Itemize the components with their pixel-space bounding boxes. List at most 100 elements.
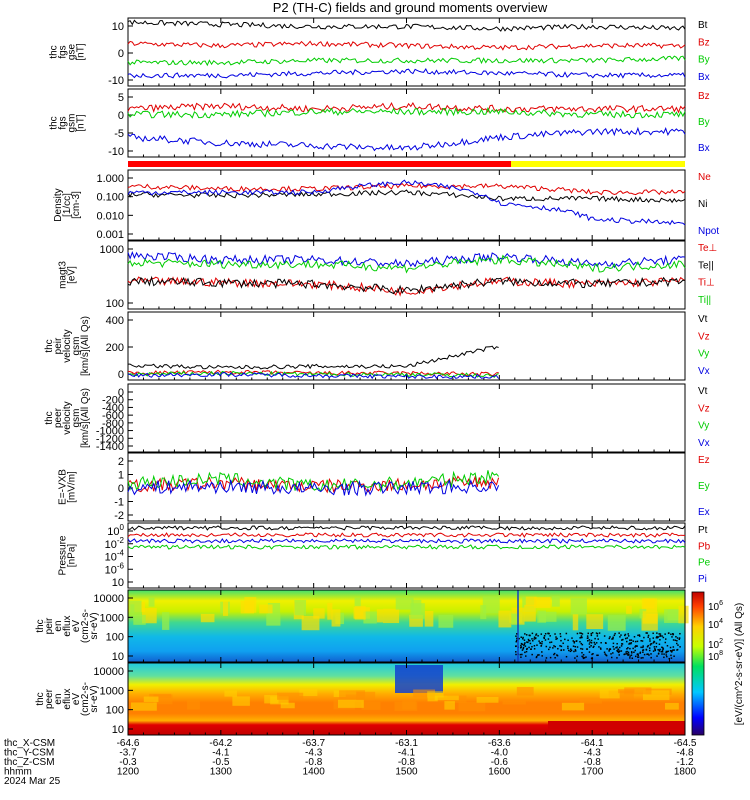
ion-spectrogram-noise: [532, 640, 534, 642]
y-tick-label: 10000: [93, 666, 124, 678]
y-tick-label: 10000: [93, 593, 124, 605]
ion-spectrogram-noise: [636, 656, 639, 658]
y-axis-label: [1/cc]: [62, 193, 73, 217]
ion-spectrogram-noise: [565, 655, 568, 658]
ion-spectrogram-noise: [580, 635, 583, 637]
ion-spectrogram-noise: [573, 650, 575, 653]
ion-spectrogram-noise: [597, 654, 599, 657]
electron-spectrogram-patch: [276, 692, 304, 700]
legend-Ex: Ex: [698, 507, 710, 518]
y-axis-label: gsm: [71, 409, 82, 428]
ion-spectrogram-noise: [567, 645, 569, 648]
ion-spectrogram-noise: [629, 655, 631, 657]
legend-Vz: Vz: [698, 403, 710, 414]
y-axis-label: [km/s](All Qs): [80, 388, 91, 448]
ion-spectrogram-noise: [657, 648, 659, 651]
ion-spectrogram-noise: [672, 639, 675, 641]
ion-spectrogram-patch: [301, 615, 320, 631]
ion-spectrogram-noise: [576, 646, 579, 648]
ion-spectrogram-patch: [240, 600, 255, 614]
ion-spectrogram-noise: [579, 632, 581, 634]
legends-group: Bt Bz By Bx Bz By Bx Ne Ni Npot Te⊥ Te|| Ti⊥ Ti|| Vt Vz…: [698, 20, 719, 585]
ion-spectrogram-noise: [676, 649, 678, 651]
y-tick-label: 10: [112, 651, 124, 663]
panel-peer-velocity: 0-200-400-600-800-1000-1200-1400 thcpeerv…: [44, 383, 686, 453]
traces-group: [127, 19, 686, 550]
legend-By: By: [698, 117, 710, 128]
x-tick-label: -3.7: [119, 748, 137, 759]
ion-spectrogram-noise: [670, 650, 673, 652]
ion-spectrogram-noise: [603, 635, 606, 637]
ion-spectrogram-patch: [572, 614, 579, 631]
ion-spectrogram-patch: [133, 614, 146, 625]
ion-spectrogram-noise: [531, 638, 533, 640]
ion-spectrogram-noise: [627, 647, 629, 649]
electron-spectrogram-patch: [337, 699, 364, 708]
y-tick-label: -200: [102, 395, 124, 407]
y-axis-label: Pressure: [58, 535, 69, 575]
ion-spectrogram-patch: [130, 604, 135, 614]
colorbar-gradient: [691, 591, 705, 736]
ion-spectrogram-noise: [580, 642, 583, 645]
ion-spectrogram-noise: [586, 635, 589, 637]
ion-spectrogram-noise: [555, 636, 557, 638]
legend-Bz: Bz: [698, 37, 710, 48]
ion-spectrogram-noise: [624, 637, 627, 640]
x-row-label: thc_Y-CSM: [4, 748, 54, 759]
y-tick-label: 1000: [100, 612, 124, 624]
ion-spectrogram-noise: [544, 639, 547, 641]
x-tick-label: -63.7: [302, 738, 325, 749]
y-tick-label: 1: [118, 470, 124, 482]
ion-spectrogram-noise: [522, 638, 524, 640]
ion-spectrogram-noise: [588, 651, 591, 653]
ion-spectrogram-noise: [667, 650, 669, 653]
trace-fgs-gse-Bx: [127, 68, 686, 79]
ion-spectrogram-noise: [528, 634, 531, 637]
legend-Pi: Pi: [698, 574, 707, 585]
ion-spectrogram-noise: [614, 632, 616, 635]
trace-pressure-red: [127, 532, 685, 538]
y-axis-label: gse: [67, 44, 78, 61]
ion-spectrogram-noise: [648, 654, 650, 656]
y-tick-label: 10: [112, 577, 124, 589]
trace-fgs-gse-Bz: [127, 40, 686, 51]
ion-spectrogram-noise: [612, 645, 615, 648]
x-tick-label: -0.8: [584, 757, 602, 768]
ion-spectrogram-patch: [363, 611, 377, 624]
ion-spectrogram-noise: [633, 651, 635, 654]
ion-spectrogram-noise: [522, 636, 524, 639]
colorbar-label: [eV/(cm^2-s-sr-eV)] (All Qs): [734, 603, 745, 725]
ion-spectrogram-noise: [642, 651, 644, 653]
ion-spectrogram-noise: [530, 648, 532, 650]
ion-spectrogram-patch: [498, 610, 512, 628]
ion-spectrogram-noise: [634, 640, 637, 643]
y-axis-label: [km/s](All Qs): [80, 316, 91, 376]
y-axis-label: E=-VXB: [58, 469, 69, 505]
ion-spectrogram-noise: [656, 632, 658, 634]
ion-spectrogram-noise: [641, 640, 644, 642]
ion-spectrogram-patch: [626, 605, 632, 614]
ion-spectrogram-noise: [588, 643, 591, 645]
panel-density: 1.000 0.100 0.010 0.001 Density[1/cc][cm-3]: [53, 169, 686, 241]
x-tick-label: 1600: [488, 767, 511, 778]
ion-spectrogram-noise: [631, 657, 634, 660]
ion-spectrogram-noise: [659, 648, 661, 651]
y-axis-label: en: [53, 620, 64, 631]
ion-spectrogram-noise: [612, 652, 614, 654]
ion-spectrogram-noise: [628, 642, 631, 645]
ion-spectrogram-noise: [605, 642, 607, 645]
electron-spectrogram-patch: [476, 696, 499, 703]
ion-spectrogram-noise: [630, 651, 633, 653]
trace-fgs-gsm-Bz: [127, 101, 686, 114]
electron-spectrogram-patch: [395, 665, 443, 693]
y-tick-label: 2: [118, 456, 124, 468]
ion-spectrogram-noise: [582, 657, 585, 660]
ion-spectrogram-noise: [613, 634, 616, 637]
ion-spectrogram-noise: [580, 647, 582, 650]
y-axis-label: velocity: [62, 329, 73, 362]
ion-spectrogram-noise: [534, 637, 537, 640]
ion-spectrogram-noise: [523, 643, 526, 646]
ion-spectrogram-patch: [395, 597, 414, 610]
electron-spectrogram-patch: [264, 694, 279, 704]
